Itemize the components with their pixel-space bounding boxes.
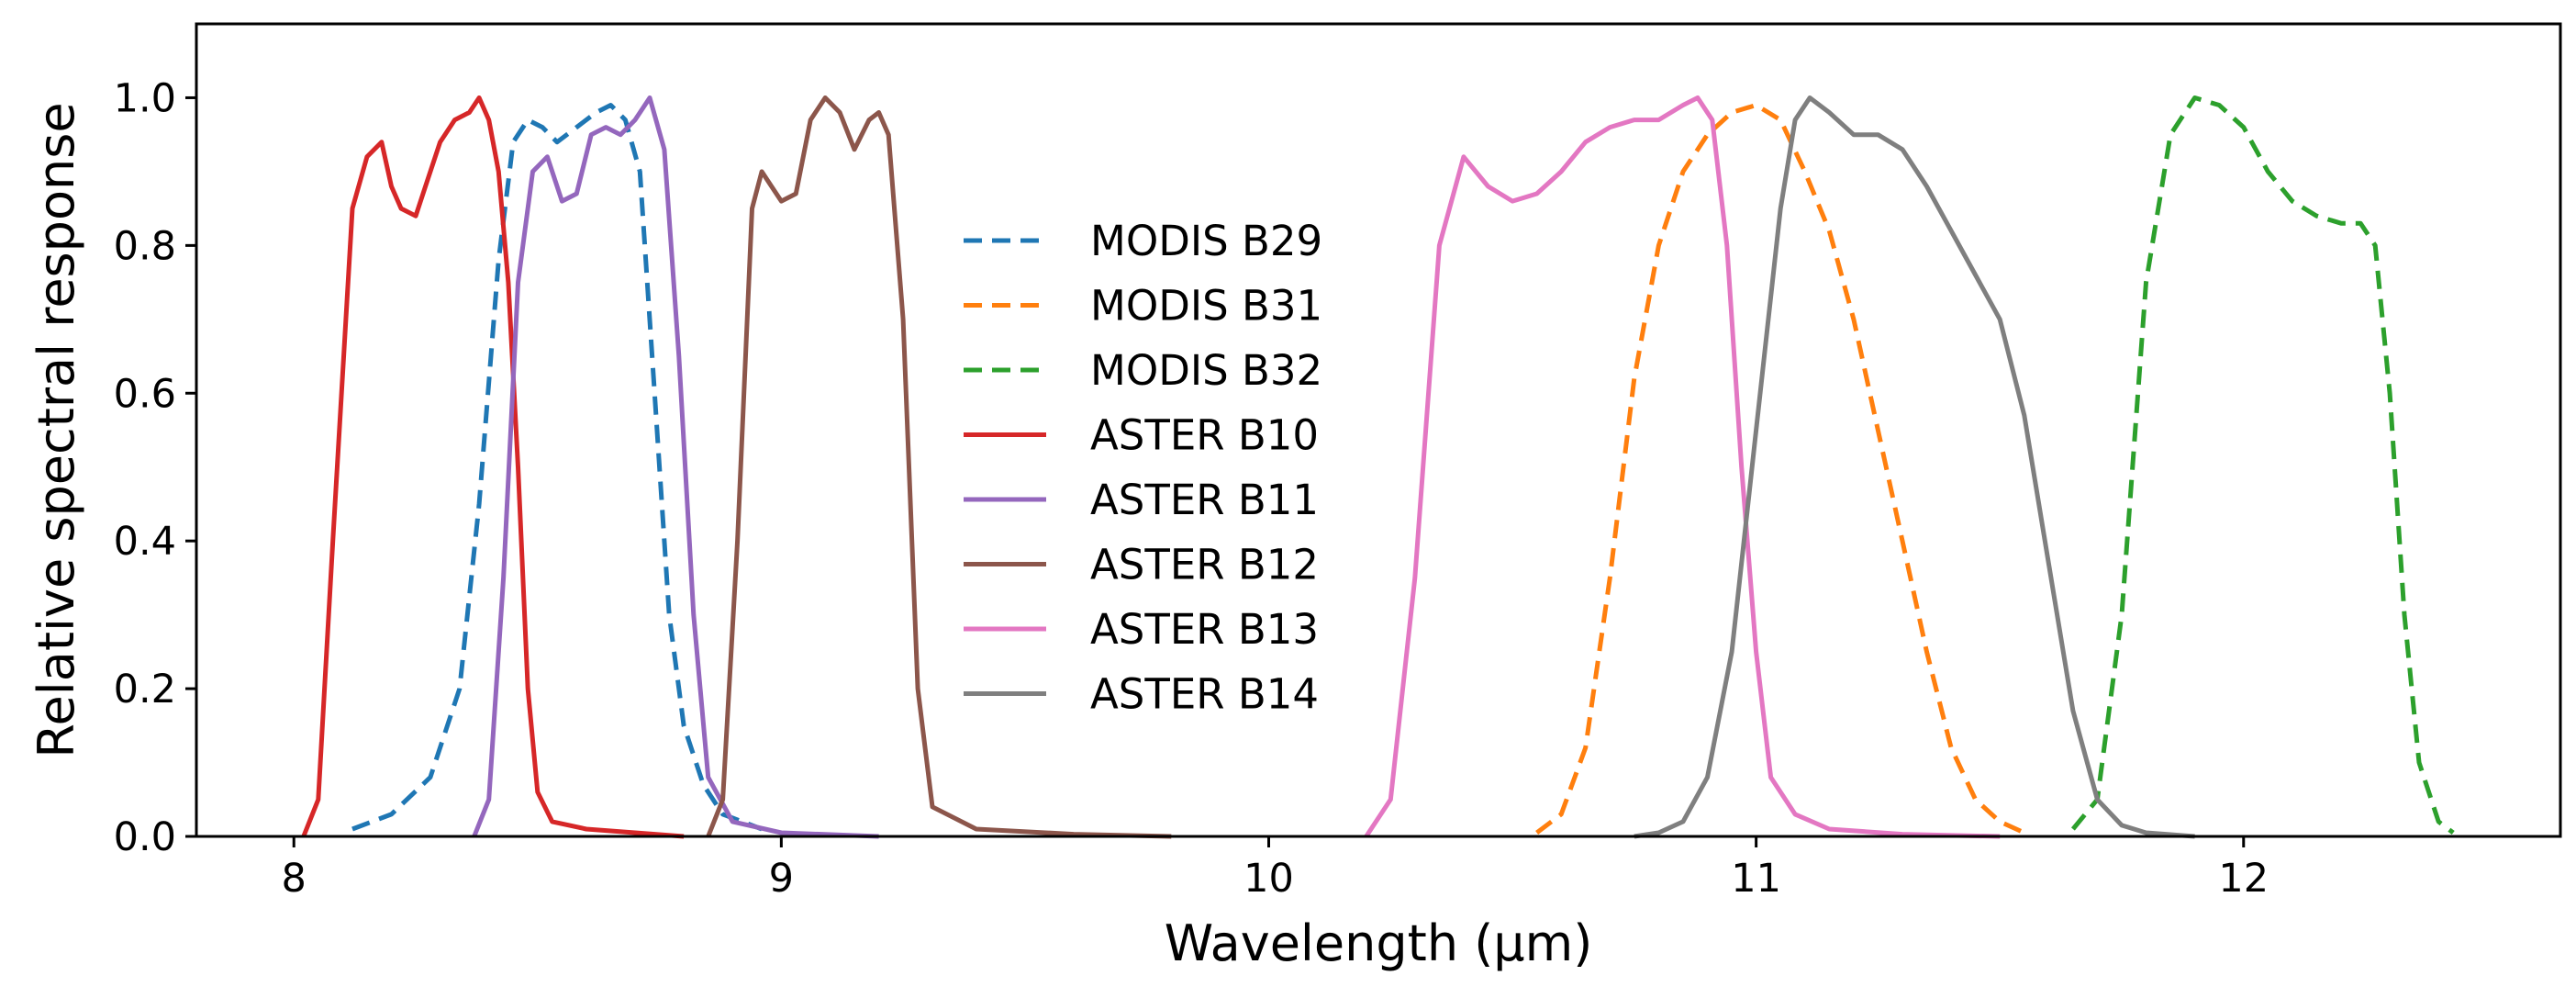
x-tick-label: 12	[2218, 856, 2269, 902]
x-tick-label: 10	[1243, 856, 1294, 902]
y-tick-label: 0.4	[114, 519, 176, 565]
x-tick-label: 11	[1731, 856, 1781, 902]
legend: MODIS B29 MODIS B31 MODIS B32 ASTER B10 ASTE…	[964, 217, 1322, 719]
x-axis-label: Wavelength (μm)	[1165, 914, 1593, 972]
legend-label: MODIS B31	[1090, 282, 1322, 331]
series-line-aster-b13	[1364, 95, 2001, 839]
y-tick-label: 0.0	[114, 814, 176, 860]
series-line-aster-b12	[706, 95, 1172, 839]
legend-label: ASTER B11	[1090, 476, 1319, 524]
y-tick-label: 1.0	[114, 75, 176, 121]
series-line-modis-b29	[351, 103, 763, 832]
legend-label: ASTER B12	[1090, 541, 1319, 589]
series-line-aster-b11	[472, 95, 879, 839]
x-tick-label: 9	[769, 856, 794, 902]
legend-label: MODIS B29	[1090, 217, 1322, 265]
series-layer	[301, 95, 2455, 839]
tick-layer: 8 9 10 11 12 0.0 0.2 0.4 0.6 0.8 1.0	[114, 75, 2269, 902]
series-line-aster-b14	[1634, 95, 2195, 839]
x-tick-label: 8	[282, 856, 307, 902]
y-tick-label: 0.2	[114, 667, 176, 712]
legend-label: ASTER B13	[1090, 605, 1319, 654]
plot-frame	[195, 22, 2562, 838]
series-line-modis-b32	[2070, 95, 2455, 835]
y-tick-label: 0.8	[114, 223, 176, 269]
series-line-aster-b10	[301, 95, 685, 839]
y-axis-label: Relative spectral response	[28, 102, 85, 757]
legend-label: ASTER B10	[1090, 411, 1319, 460]
legend-label: ASTER B14	[1090, 670, 1319, 719]
y-tick-label: 0.6	[114, 371, 176, 417]
legend-label: MODIS B32	[1090, 346, 1322, 395]
series-line-modis-b31	[1535, 103, 2025, 835]
